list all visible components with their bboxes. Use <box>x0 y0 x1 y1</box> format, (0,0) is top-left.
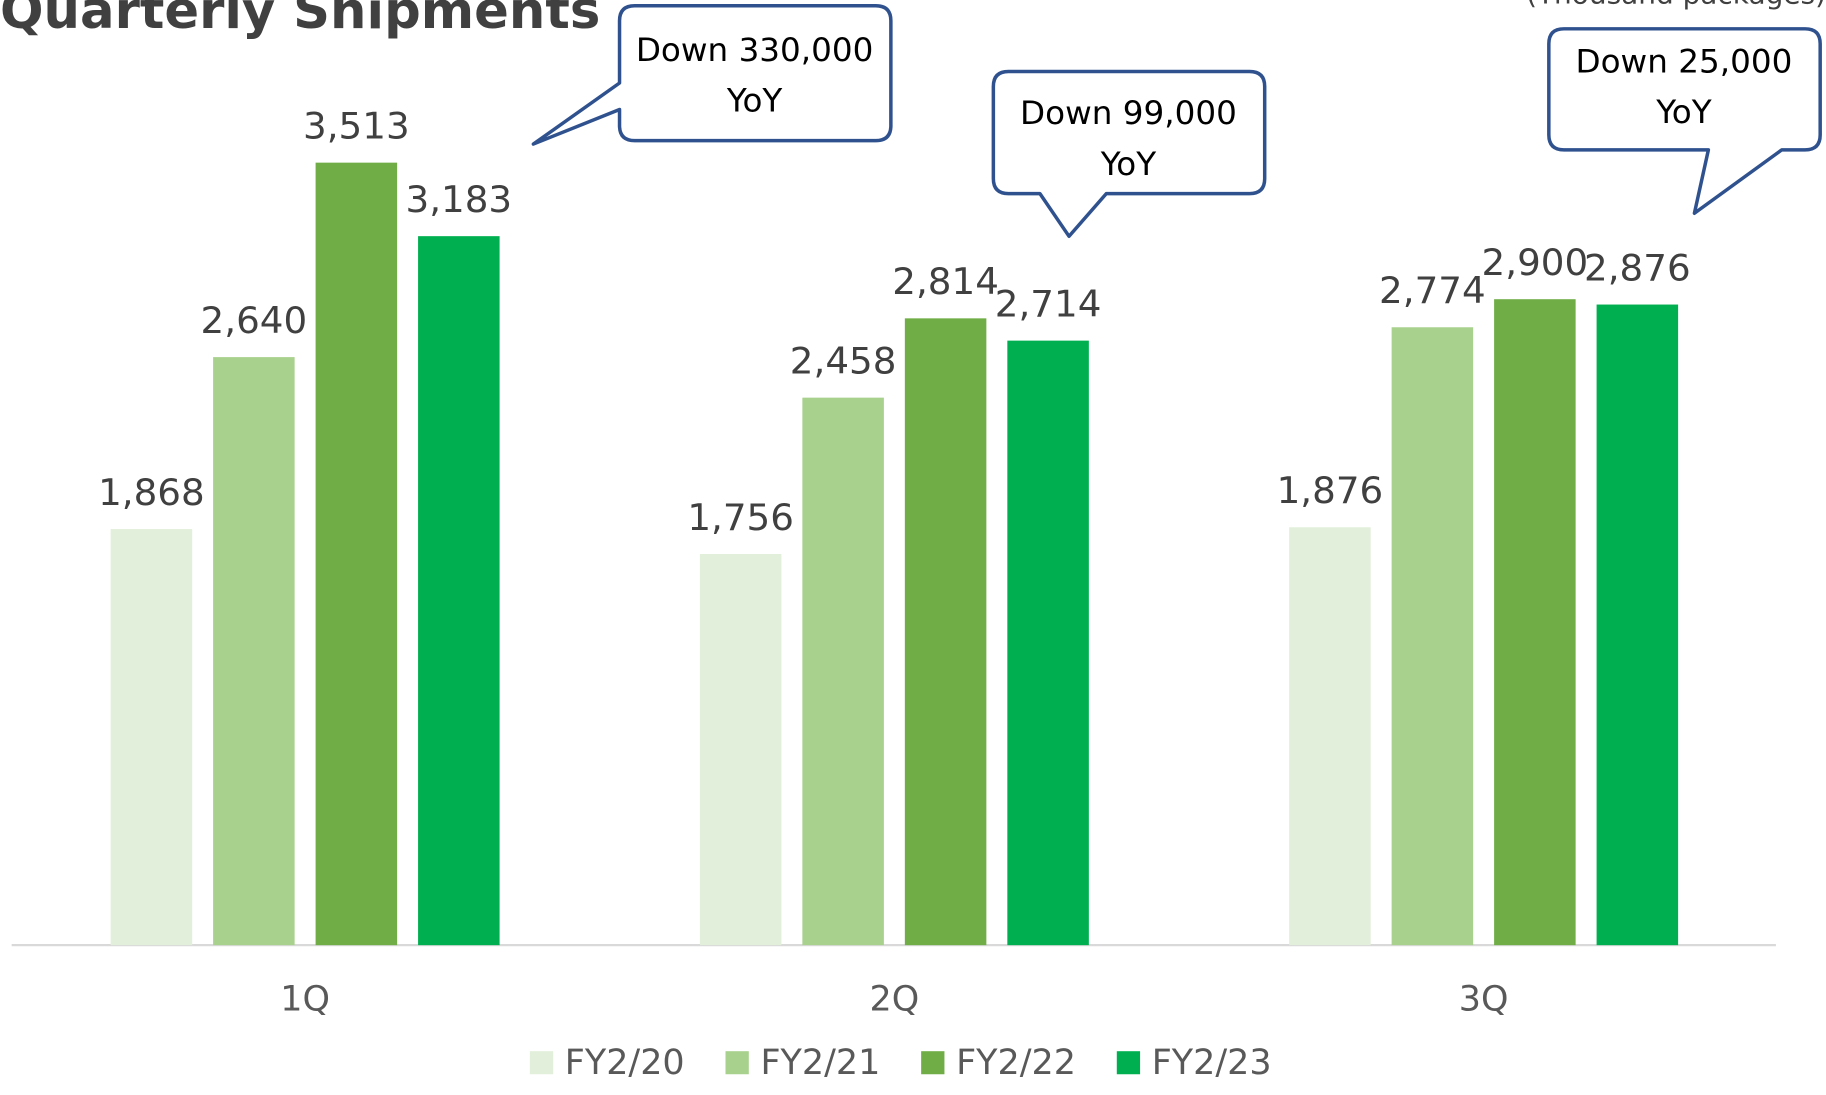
bar <box>904 318 987 946</box>
callout <box>991 69 1267 239</box>
data-label: 3,513 <box>303 105 410 148</box>
bar <box>1391 327 1474 946</box>
bar <box>699 554 782 946</box>
annotation: Down 330,000 <box>636 31 874 69</box>
annotation: YoY <box>726 82 783 120</box>
data-label: 1,868 <box>98 471 205 514</box>
data-label: 2,714 <box>995 283 1102 326</box>
chart-title: Quarterly Shipments <box>0 0 600 41</box>
unit-label: (Thousand packages) <box>1526 0 1826 10</box>
bar <box>1007 340 1089 946</box>
callout <box>1547 27 1822 215</box>
bar <box>1596 304 1679 946</box>
bar <box>315 162 398 946</box>
data-label: 1,876 <box>1277 469 1384 512</box>
legend-swatch <box>921 1051 945 1075</box>
data-label: 2,814 <box>892 260 999 303</box>
x-tick-label: 3Q <box>1459 980 1509 1020</box>
bar <box>110 529 193 946</box>
callout <box>531 4 893 146</box>
bar <box>1289 527 1371 946</box>
x-tick-label: 1Q <box>280 980 330 1020</box>
legend-label: FY2/23 <box>1152 1043 1272 1083</box>
data-label: 2,640 <box>201 299 308 342</box>
annotation: YoY <box>1100 145 1157 183</box>
legend-label: FY2/20 <box>565 1043 685 1083</box>
data-label: 1,756 <box>687 496 794 539</box>
annotation: Down 25,000 <box>1576 43 1793 81</box>
data-label: 2,876 <box>1584 247 1691 290</box>
data-label: 2,900 <box>1482 241 1589 284</box>
legend-swatch <box>725 1051 749 1075</box>
data-label: 2,458 <box>790 340 897 383</box>
legend-label: FY2/21 <box>760 1043 880 1083</box>
legend-swatch <box>529 1051 554 1075</box>
legend-label: FY2/22 <box>956 1043 1076 1083</box>
bar <box>213 357 295 946</box>
legend-swatch <box>1116 1051 1141 1075</box>
x-tick-label: 2Q <box>870 980 920 1020</box>
annotation: Down 99,000 <box>1020 94 1237 132</box>
data-label: 2,774 <box>1379 269 1486 312</box>
bar <box>802 397 884 946</box>
annotation: YoY <box>1655 93 1712 131</box>
data-label: 3,183 <box>406 178 513 221</box>
bar <box>1494 299 1576 946</box>
bar <box>418 236 500 946</box>
